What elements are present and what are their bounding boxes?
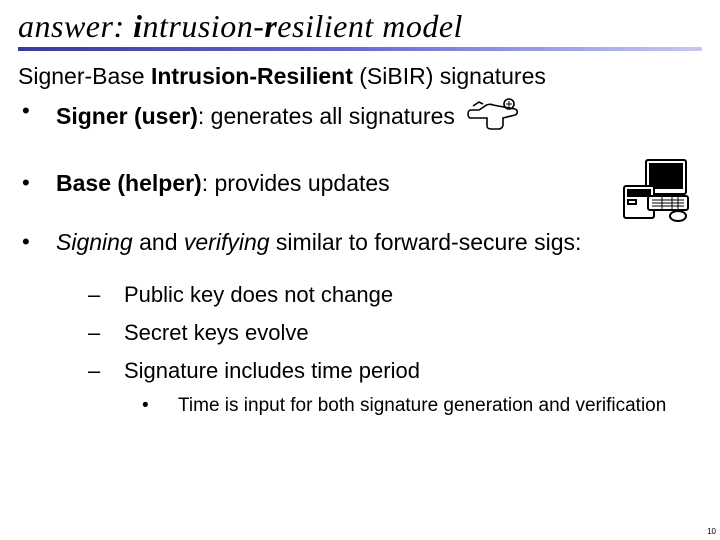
b1-rest: : generates all signatures	[198, 103, 455, 129]
title-underline	[18, 47, 702, 51]
b3-w1: Signing	[56, 229, 133, 255]
intro-t4: BIR	[387, 63, 425, 89]
title-pre: answer:	[18, 8, 133, 44]
sub-2-text: Secret keys evolve	[124, 318, 309, 348]
subsub-mark: •	[138, 393, 178, 419]
b2-lead: Base (helper)	[56, 170, 202, 196]
dash-mark: –	[84, 318, 124, 348]
intro-t1: Signer-Base	[18, 63, 151, 89]
page-number: 10	[707, 527, 716, 536]
b2-rest: : provides updates	[202, 170, 390, 196]
content-region: Signer-Base Intrusion-Resilient (SiBIR) …	[18, 61, 702, 419]
computer-icon	[620, 156, 692, 233]
sub-3: – Signature includes time period	[84, 356, 702, 386]
slide-title: answer: intrusion-resilient model	[18, 8, 702, 47]
intro-t3: (Si	[353, 63, 388, 89]
bullet-3-text: Signing and verifying similar to forward…	[56, 227, 702, 258]
pointing-hand-icon	[465, 96, 523, 140]
b3-mid: and	[133, 229, 184, 255]
intro-t2: Intrusion-Resilient	[151, 63, 353, 89]
intro-t5: ) signatures	[426, 63, 546, 89]
bullet-mark: •	[18, 227, 56, 257]
bullet-mark: •	[18, 96, 56, 126]
subsub-text: Time is input for both signature generat…	[178, 393, 666, 419]
title-mid1: ntrusion-	[143, 8, 265, 44]
bullet-2-text: Base (helper): provides updates	[56, 168, 702, 199]
sub-1: – Public key does not change	[84, 280, 702, 310]
title-r: r	[264, 8, 277, 44]
sub-list: – Public key does not change – Secret ke…	[84, 280, 702, 385]
dash-mark: –	[84, 280, 124, 310]
bullet-3: • Signing and verifying similar to forwa…	[18, 227, 702, 258]
subsub-1: • Time is input for both signature gener…	[138, 393, 702, 419]
b3-rest: similar to forward-secure sigs:	[270, 229, 582, 255]
sub-3-text: Signature includes time period	[124, 356, 420, 386]
title-i: i	[133, 8, 142, 44]
intro-line: Signer-Base Intrusion-Resilient (SiBIR) …	[18, 61, 702, 92]
bullet-1: • Signer (user): generates all signature…	[18, 96, 702, 140]
title-mid2: esilient model	[277, 8, 463, 44]
bullet-2: • Base (helper): provides updates	[18, 168, 702, 199]
b3-w2: verifying	[184, 229, 270, 255]
bullet-1-text: Signer (user): generates all signatures	[56, 96, 702, 140]
b1-lead: Signer (user)	[56, 103, 198, 129]
dash-mark: –	[84, 356, 124, 386]
bullet-mark: •	[18, 168, 56, 198]
sub-1-text: Public key does not change	[124, 280, 393, 310]
sub-2: – Secret keys evolve	[84, 318, 702, 348]
